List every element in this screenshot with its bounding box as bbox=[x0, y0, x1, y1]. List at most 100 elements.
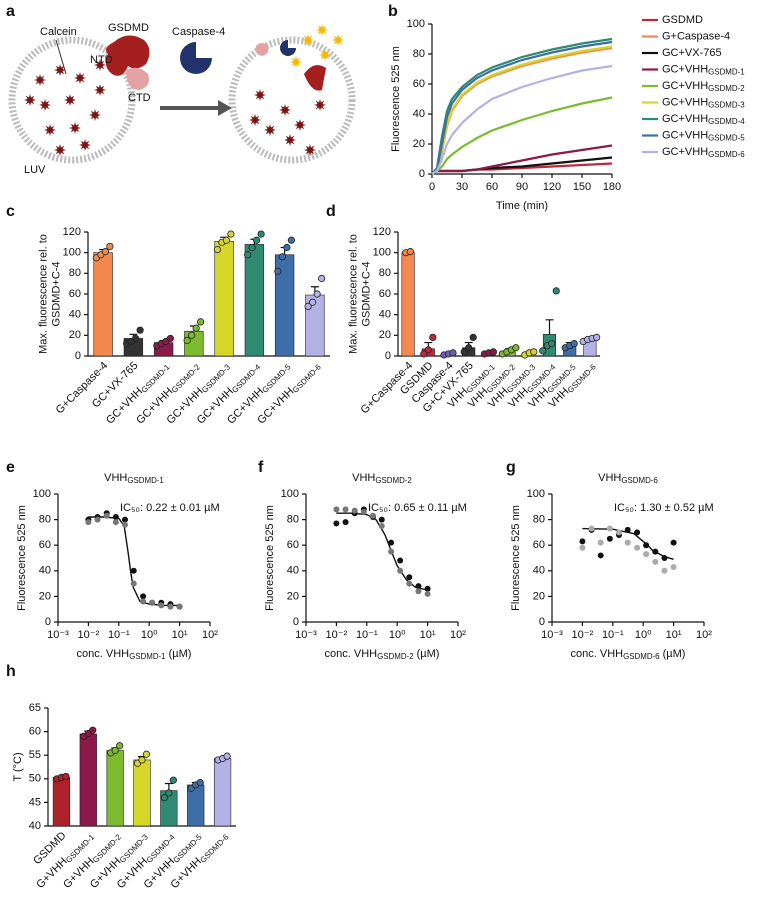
x-tick-label: 10⁻³ bbox=[47, 629, 69, 641]
y-tick-label: 80 bbox=[39, 514, 51, 526]
x-tick-label: 10⁻² bbox=[78, 629, 100, 641]
calcein-stars bbox=[24, 24, 344, 156]
y-tick-label: 40 bbox=[287, 565, 299, 577]
data-point bbox=[227, 230, 235, 238]
y-tick-label: 40 bbox=[29, 820, 41, 832]
data-point bbox=[378, 516, 385, 523]
star bbox=[316, 24, 328, 36]
data-point bbox=[579, 538, 586, 545]
legend-label: GC+VHHGSDMD-5 bbox=[662, 129, 745, 142]
y-tick-label: 40 bbox=[379, 309, 391, 321]
star bbox=[279, 104, 291, 116]
data-point bbox=[539, 347, 547, 355]
data-point bbox=[406, 574, 413, 581]
bar bbox=[79, 733, 97, 827]
y-tick-label: 65 bbox=[29, 702, 41, 714]
data-point bbox=[309, 298, 317, 306]
calcein-pointer bbox=[55, 39, 67, 75]
legend-label: GC+VHHGSDMD-6 bbox=[662, 146, 745, 159]
legend-label: GC+VX-765 bbox=[662, 47, 722, 59]
data-point bbox=[652, 548, 659, 555]
series-line bbox=[431, 96, 613, 175]
x-tick-label: 10² bbox=[202, 629, 218, 641]
y-tick-label: 100 bbox=[281, 488, 299, 500]
bar bbox=[213, 758, 232, 827]
data-point bbox=[415, 588, 422, 595]
y-axis-label: GSDMD+C-4 bbox=[360, 261, 372, 326]
data-point bbox=[406, 248, 414, 256]
panel-letter: e bbox=[6, 459, 15, 476]
bar bbox=[93, 252, 113, 357]
star bbox=[74, 72, 86, 84]
y-tick-label: 100 bbox=[373, 247, 391, 259]
data-point bbox=[670, 563, 677, 570]
star bbox=[64, 94, 76, 106]
star bbox=[302, 34, 314, 46]
y-tick-label: 55 bbox=[29, 749, 41, 761]
y-tick-label: 40 bbox=[69, 309, 81, 321]
legend-label: GC+VHHGSDMD-1 bbox=[662, 63, 745, 76]
data-point bbox=[424, 346, 432, 354]
data-point bbox=[101, 248, 109, 256]
y-axis-label: Max. fluorescence rel. to bbox=[347, 234, 359, 354]
star bbox=[249, 114, 261, 126]
data-point bbox=[670, 539, 677, 546]
data-point bbox=[342, 519, 349, 526]
data-point bbox=[342, 506, 349, 513]
star bbox=[34, 74, 46, 86]
y-axis-label: T (°C) bbox=[12, 752, 24, 781]
data-point bbox=[138, 756, 146, 764]
label: NTD bbox=[90, 54, 113, 66]
data-point bbox=[318, 274, 326, 283]
data-point bbox=[257, 230, 265, 238]
data-point bbox=[616, 529, 623, 536]
data-point bbox=[593, 333, 601, 341]
y-axis-label: Fluorescence 525 nm bbox=[264, 505, 276, 611]
y-axis-label: Fluorescence 525 nm bbox=[16, 505, 28, 611]
y-tick-label: 50 bbox=[29, 773, 41, 785]
x-axis-label: Time (min) bbox=[496, 200, 548, 212]
data-point bbox=[122, 516, 129, 523]
chart-title: VHHGSDMD-1 bbox=[104, 472, 164, 485]
y-tick-label: 60 bbox=[29, 726, 41, 738]
bar bbox=[244, 244, 265, 357]
x-tick-label: 10⁰ bbox=[141, 629, 158, 641]
x-tick-label: 10⁻³ bbox=[295, 629, 317, 641]
y-tick-label: 0 bbox=[45, 616, 51, 628]
x-tick-label: 10⁻¹ bbox=[108, 629, 130, 641]
panel-letter: c bbox=[6, 203, 15, 220]
data-point bbox=[333, 520, 340, 527]
x-tick-label: 60 bbox=[486, 181, 498, 193]
annotation: IC₅₀: 0.65 ± 0.11 µM bbox=[368, 502, 467, 514]
data-point bbox=[112, 519, 119, 526]
y-tick-label: 20 bbox=[69, 329, 81, 341]
data-point bbox=[158, 602, 165, 609]
data-point bbox=[274, 267, 282, 275]
data-point bbox=[388, 548, 395, 555]
schematic: Calcein GSDMD NTD CTD Caspase-4 LUV bbox=[8, 22, 356, 176]
data-point bbox=[351, 507, 358, 514]
data-point bbox=[89, 726, 97, 734]
data-point bbox=[197, 318, 205, 326]
y-tick-label: 100 bbox=[527, 488, 545, 500]
series-line bbox=[431, 37, 613, 175]
data-point bbox=[111, 746, 119, 755]
error-bar bbox=[545, 319, 554, 335]
data-point bbox=[570, 339, 578, 348]
data-point bbox=[103, 512, 110, 519]
data-point bbox=[333, 506, 340, 513]
data-point bbox=[304, 302, 312, 310]
data-point bbox=[244, 251, 252, 259]
data-point bbox=[552, 287, 560, 295]
y-tick-label: 20 bbox=[379, 329, 391, 341]
x-tick-label: 0 bbox=[429, 181, 435, 193]
gsdmd-ntd bbox=[105, 35, 150, 76]
data-point bbox=[192, 324, 200, 332]
data-point bbox=[406, 580, 413, 587]
data-point bbox=[489, 348, 497, 356]
data-point bbox=[512, 344, 520, 352]
panel-letter: b bbox=[388, 3, 398, 20]
x-tick-label: 10¹ bbox=[172, 629, 188, 641]
star bbox=[39, 99, 51, 111]
data-point bbox=[388, 539, 395, 546]
